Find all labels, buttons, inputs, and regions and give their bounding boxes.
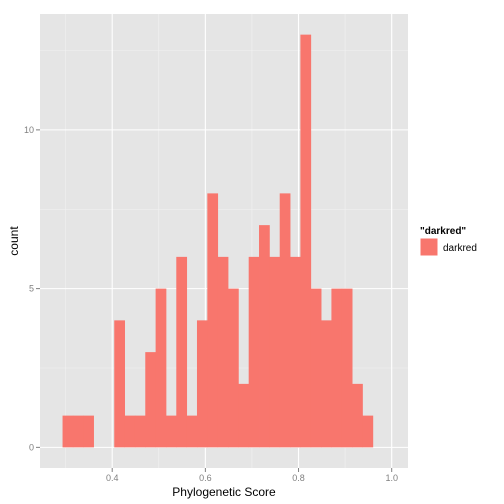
histogram-bar	[134, 415, 146, 448]
histogram-bar	[300, 34, 312, 448]
histogram-bar	[207, 193, 219, 448]
legend-key-swatch	[419, 237, 439, 257]
histogram-bar	[145, 352, 157, 448]
histogram-bar	[331, 288, 343, 448]
y-axis-ticks: 0 5 10	[24, 125, 40, 452]
x-tick-label: 1.0	[385, 473, 398, 483]
histogram-bar	[196, 320, 208, 448]
histogram-bar	[321, 320, 332, 448]
histogram-bar	[155, 288, 167, 448]
histogram-bar	[310, 288, 322, 448]
histogram-bar	[72, 415, 84, 448]
x-axis-title: Phylogenetic Score	[172, 485, 276, 499]
legend: "darkred" darkred	[419, 226, 477, 257]
histogram-bar	[176, 256, 188, 448]
y-tick-label: 10	[24, 125, 34, 135]
histogram-bar	[290, 256, 301, 448]
histogram-bar	[259, 225, 270, 448]
histogram-bar	[248, 256, 260, 448]
histogram-bar	[238, 383, 250, 448]
histogram-bar	[279, 193, 291, 448]
histogram-bar	[341, 288, 353, 448]
histogram-bar	[124, 415, 136, 448]
histogram-bar	[352, 383, 363, 448]
histogram-bar	[228, 288, 239, 448]
y-tick-label: 5	[29, 284, 34, 294]
histogram-bars	[62, 34, 374, 448]
y-axis-title: count	[7, 226, 21, 256]
x-tick-label: 0.8	[292, 473, 305, 483]
histogram-bar	[83, 415, 94, 448]
x-tick-label: 0.6	[199, 473, 212, 483]
histogram-bar	[114, 320, 125, 448]
histogram-bar	[217, 256, 229, 448]
histogram-bar	[62, 415, 74, 448]
histogram-bar	[362, 415, 374, 448]
x-axis-ticks: 0.4 0.6 0.8 1.0	[106, 468, 398, 483]
minor-gridlines	[40, 14, 408, 468]
histogram-bar	[186, 415, 198, 448]
histogram-bar	[269, 256, 281, 448]
legend-label: darkred	[443, 243, 477, 254]
y-tick-label: 0	[29, 442, 34, 452]
x-tick-label: 0.4	[106, 473, 119, 483]
histogram-bar	[165, 415, 177, 448]
legend-title: "darkred"	[420, 226, 466, 237]
